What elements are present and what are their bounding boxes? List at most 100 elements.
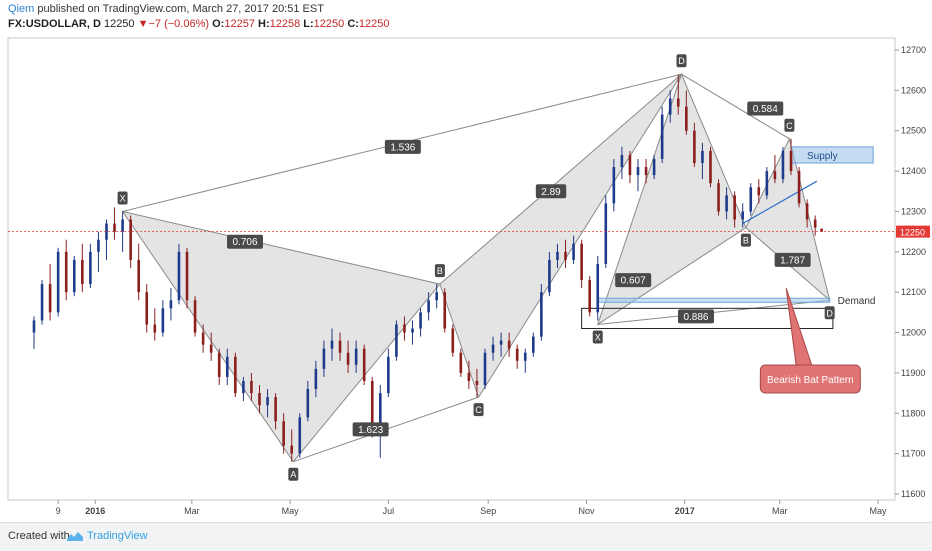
candle-body [97, 239, 100, 252]
candle-body [572, 243, 575, 260]
candle-body [290, 445, 294, 454]
pattern1-point-label: A [290, 470, 296, 480]
x-tick-label: May [869, 506, 887, 516]
publish-info: Qiem published on TradingView.com, March… [8, 3, 324, 15]
pattern1-xab-triangle [121, 210, 441, 463]
candle-body [709, 150, 712, 184]
candle-body [789, 150, 793, 172]
candle-body [217, 352, 221, 377]
candle-body [628, 154, 632, 176]
candle-body [676, 98, 680, 107]
candle-body [820, 228, 823, 232]
open-label: O: [212, 18, 225, 30]
high-value: 12258 [269, 18, 301, 30]
x-tick-label: Mar [184, 506, 200, 516]
pattern1-point-label-bg [288, 467, 299, 481]
y-tick-label: 11700 [901, 449, 925, 459]
candle-body [113, 223, 116, 232]
candle-body [459, 352, 463, 373]
last-price: 12250 [103, 18, 135, 30]
x-tick-label: Jul [383, 506, 395, 516]
candle-body [483, 352, 487, 386]
x-tick-label: Nov [578, 506, 595, 516]
candle-body [685, 106, 688, 131]
pattern1-ratio-label: 1.536 [390, 142, 415, 153]
close-label: C: [347, 18, 359, 30]
x-tick-label: 2016 [85, 506, 105, 516]
high-label: H: [258, 18, 270, 30]
candle-body [225, 356, 229, 377]
pattern1-point-label-bg [434, 264, 445, 278]
candle-body [234, 356, 237, 394]
supply-label: Supply [807, 151, 838, 162]
pattern2-ratio-label: 0.607 [621, 276, 646, 287]
pattern2-point-label: B [743, 236, 749, 246]
candle-body [56, 251, 60, 313]
pattern1-ratio-label-bg [227, 234, 263, 249]
x-tick-label: 2017 [675, 506, 695, 516]
candle-body [419, 312, 422, 329]
candle-body [177, 251, 181, 301]
pattern2-point-label-bg [740, 233, 751, 247]
candle-body [64, 251, 68, 293]
x-tick-label: May [282, 506, 300, 516]
candle-body [48, 284, 52, 313]
author-link[interactable]: Qiem [8, 3, 35, 15]
candle-body [89, 251, 92, 285]
pattern1-point-label-bg [473, 403, 484, 417]
candle-body [491, 344, 495, 353]
footer: Created with TradingView [0, 522, 932, 551]
candle-body [105, 223, 108, 240]
candle-body [435, 292, 438, 301]
candle-body [306, 389, 310, 418]
candle-body [588, 280, 591, 313]
candle-body [701, 150, 704, 164]
candle-body [121, 219, 124, 232]
candle-body [250, 380, 253, 394]
last-price-tag-label: 12250 [900, 228, 925, 238]
candle-body [596, 263, 600, 313]
candle-body [499, 340, 503, 345]
candle-body [282, 421, 285, 446]
x-tick-label: Mar [772, 506, 788, 516]
candle-body [153, 324, 157, 333]
candle-body [362, 348, 366, 381]
candle-body [443, 292, 447, 329]
candle-body [201, 332, 205, 345]
candle-body [523, 352, 527, 361]
plot-frame [7, 37, 896, 501]
x-tick-label: Sep [480, 506, 496, 516]
candle-body [298, 417, 302, 454]
low-value: 12250 [313, 18, 345, 30]
y-tick-label: 11900 [901, 368, 925, 378]
y-tick-label: 12200 [901, 247, 926, 257]
pattern1-point-label: B [437, 266, 443, 276]
candle-body [757, 187, 761, 196]
price-chart[interactable]: 12700 12600 12500 12400 12300 12200 12100 12000… [0, 34, 932, 522]
y-tick-label: 12400 [901, 166, 926, 176]
candle-body [145, 292, 149, 325]
candle-body [451, 328, 455, 353]
pattern2-ratio-label: 0.886 [683, 312, 708, 323]
y-tick-label: 12300 [901, 206, 926, 216]
candle-body [604, 203, 608, 264]
pattern1-point-label: C [475, 405, 482, 415]
candle-body [137, 259, 140, 293]
candle-body [403, 324, 406, 333]
pattern2-point-label: D [826, 308, 833, 318]
callout-label: Bearish Bat Pattern [767, 375, 854, 386]
candle-body [717, 183, 720, 212]
tradingview-brand-link[interactable]: TradingView [87, 530, 148, 542]
candle-body [725, 195, 728, 212]
close-value: 12250 [358, 18, 390, 30]
x-tick-label: 9 [56, 506, 61, 516]
pattern2-xab-triangle [596, 72, 747, 326]
candle-body [274, 397, 277, 422]
candle-body [507, 340, 511, 349]
published-text: published on TradingView.com, March 27, … [34, 3, 324, 15]
candle-body [387, 356, 390, 394]
candle-body [644, 167, 648, 176]
candle-body [395, 324, 398, 357]
demand-zone [597, 297, 831, 303]
pattern1-point-label: X [120, 193, 126, 203]
